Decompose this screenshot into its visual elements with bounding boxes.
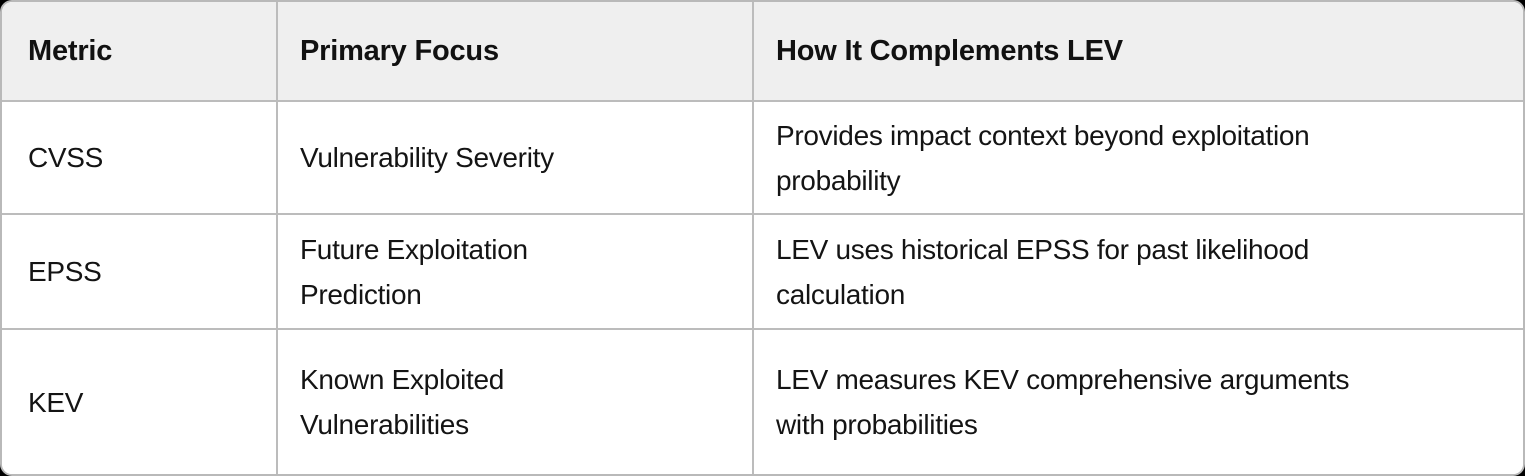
cell-focus-kev: Known Exploited Vulnerabilities — [278, 330, 754, 474]
cell-complement-kev: LEV measures KEV comprehensive arguments… — [754, 330, 1523, 474]
header-cell-metric: Metric — [2, 2, 278, 102]
cell-metric-epss: EPSS — [2, 215, 278, 330]
header-cell-how-it-complements-lev: How It Complements LEV — [754, 2, 1523, 102]
cell-focus-cvss: Vulnerability Severity — [278, 102, 754, 215]
cell-metric-cvss: CVSS — [2, 102, 278, 215]
cell-focus-epss: Future Exploitation Prediction — [278, 215, 754, 330]
cell-complement-epss: LEV uses historical EPSS for past likeli… — [754, 215, 1523, 330]
header-cell-primary-focus: Primary Focus — [278, 2, 754, 102]
cell-metric-kev: KEV — [2, 330, 278, 474]
cell-complement-cvss: Provides impact context beyond exploitat… — [754, 102, 1523, 215]
